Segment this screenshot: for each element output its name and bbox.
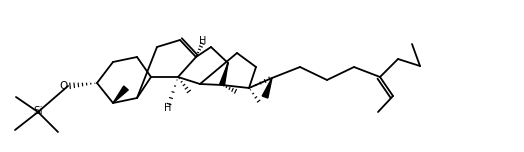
Text: Si: Si — [33, 106, 43, 116]
Polygon shape — [113, 86, 128, 103]
Text: O: O — [59, 81, 67, 91]
Text: H: H — [199, 36, 206, 46]
Polygon shape — [262, 78, 272, 98]
Polygon shape — [220, 63, 228, 86]
Text: H: H — [165, 103, 172, 113]
